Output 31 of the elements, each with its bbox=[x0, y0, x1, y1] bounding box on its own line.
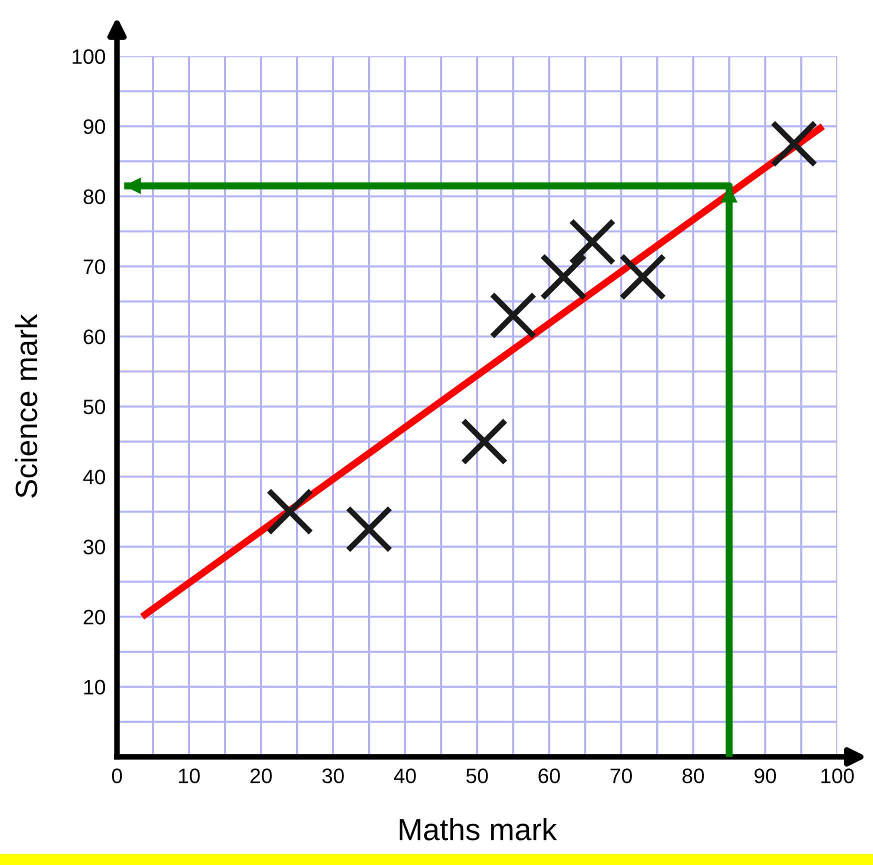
x-tick-label: 30 bbox=[322, 768, 344, 784]
y-tick-label: 30 bbox=[83, 540, 106, 554]
point bbox=[540, 253, 588, 301]
y-tick-label: 40 bbox=[83, 470, 106, 484]
y-tick-label: 50 bbox=[84, 400, 106, 414]
point bbox=[568, 218, 616, 266]
y-tick-label: 10 bbox=[84, 680, 106, 695]
x-tick-label: 20 bbox=[250, 768, 272, 784]
y-axis-title: Science mark bbox=[14, 314, 38, 498]
x-tick-label: 90 bbox=[754, 768, 776, 784]
y-tick-label: 90 bbox=[84, 119, 106, 134]
y-tick-label: 70 bbox=[84, 259, 106, 274]
point bbox=[770, 120, 818, 168]
point bbox=[345, 506, 393, 553]
point bbox=[619, 253, 666, 301]
x-axis-title: Maths mark bbox=[400, 818, 557, 840]
x-tick-label: 100 bbox=[821, 768, 854, 784]
x-tick-label: 0 bbox=[112, 768, 122, 784]
y-tick-label: 80 bbox=[84, 189, 106, 204]
x-tick-label: 60 bbox=[538, 768, 560, 784]
x-tick-label: 40 bbox=[394, 768, 416, 784]
y-tick-label: 100 bbox=[72, 49, 106, 64]
point bbox=[266, 488, 314, 536]
point bbox=[489, 292, 537, 340]
y-tick-label: 60 bbox=[84, 329, 106, 344]
x-tick-label: 70 bbox=[610, 768, 632, 784]
x-tick-label: 10 bbox=[179, 768, 200, 784]
x-tick-label: 80 bbox=[682, 768, 704, 784]
x-tick-label: 50 bbox=[466, 768, 488, 784]
point bbox=[460, 418, 508, 466]
y-tick-label: 20 bbox=[84, 610, 106, 624]
